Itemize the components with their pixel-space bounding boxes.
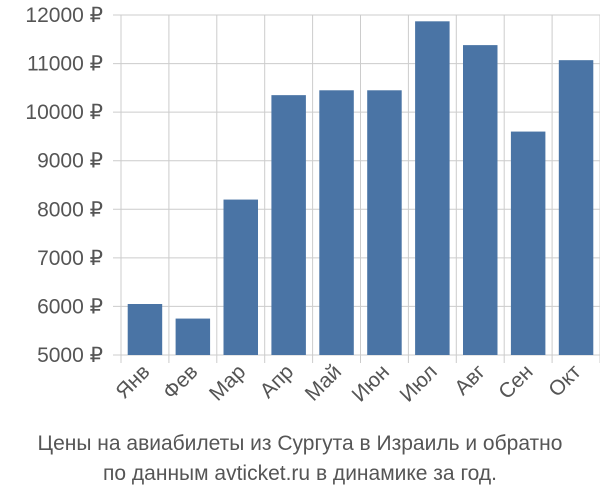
x-tick-label: Апр (256, 360, 298, 402)
x-tick-label: Авг (450, 360, 490, 400)
y-tick-label: 7000 ₽ (37, 247, 103, 270)
bar (271, 95, 306, 356)
bar (319, 90, 354, 356)
y-tick-label: 8000 ₽ (37, 198, 103, 221)
bar (415, 21, 450, 356)
y-tick-label: 9000 ₽ (37, 150, 103, 173)
y-tick-label: 10000 ₽ (25, 101, 103, 124)
x-tick-label: Фев (159, 360, 203, 404)
x-tick-label: Окт (544, 360, 586, 402)
x-tick-label: Янв (111, 360, 154, 403)
y-axis-ticks: 5000 ₽ 6000 ₽ 7000 ₽ 8000 ₽ 9000 ₽ 10000 ₽ 110… (25, 4, 103, 367)
chart-caption-line-1: Цены на авиабилеты из Сургута в Израиль … (37, 432, 563, 455)
y-tick-label: 5000 ₽ (37, 344, 103, 367)
bars (127, 21, 594, 356)
x-tick-label: Сен (494, 360, 537, 403)
bar (558, 60, 594, 356)
bar-chart: 5000 ₽ 6000 ₽ 7000 ₽ 8000 ₽ 9000 ₽ 10000 ₽ 110… (25, 4, 600, 407)
y-tick-label: 12000 ₽ (25, 4, 103, 27)
bar (175, 318, 211, 355)
bar (463, 45, 498, 355)
x-tick-label: Июн (348, 360, 394, 406)
bar (127, 304, 163, 355)
chart-caption-line-2: по данным avticket.ru в динамике за год. (103, 462, 497, 485)
bar (367, 90, 402, 356)
x-tick-label: Мар (205, 360, 250, 405)
x-tick-label: Май (301, 360, 346, 405)
x-axis-ticks: Янв Фев Мар Апр Май Июн Июл Авг Сен Окт (111, 360, 585, 407)
x-tick-label: Июл (395, 360, 441, 406)
bar (510, 131, 546, 355)
y-tick-label: 6000 ₽ (37, 295, 103, 318)
y-tick-label: 11000 ₽ (27, 53, 103, 76)
bar (223, 199, 258, 355)
